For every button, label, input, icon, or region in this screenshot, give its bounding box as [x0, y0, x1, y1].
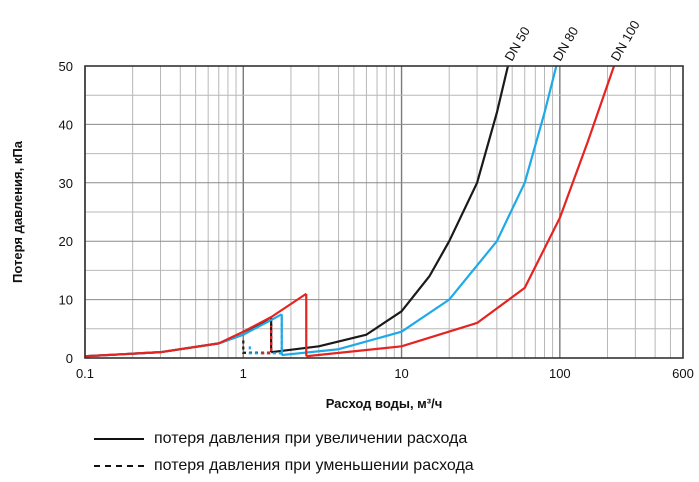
y-tick-label: 30 [59, 176, 73, 191]
x-tick-label: 100 [549, 366, 571, 381]
x-tick-label: 0.1 [76, 366, 94, 381]
pressure-loss-chart: DN 50 DN 80 DN 100 0.1 1 10 100 600 0 10 20 30 40 50… [10, 18, 694, 411]
x-tick-label: 10 [394, 366, 408, 381]
grid-lines [84, 66, 684, 358]
legend-solid-line-swatch [94, 438, 144, 440]
series-lines: DN 50 DN 80 DN 100 [84, 18, 643, 358]
legend-decreasing-label: потеря давления при уменьшении расхода [154, 457, 474, 474]
y-tick-label: 10 [59, 293, 73, 308]
y-tick-label: 50 [59, 59, 73, 74]
y-tick-label: 0 [66, 351, 73, 366]
series-dn100-increasing [84, 65, 616, 358]
legend-dashed-line-swatch [94, 465, 144, 467]
series-dn80-increasing [84, 65, 558, 358]
series-dn100-decreasing [261, 325, 273, 355]
legend-increasing-label: потеря давления при увеличении расхода [154, 430, 468, 447]
y-tick-label: 20 [59, 234, 73, 249]
series-dn50-increasing [84, 65, 510, 358]
legend-increasing: потеря давления при увеличении расхода [94, 430, 467, 448]
x-axis-title: Расход воды, м³/ч [326, 396, 443, 411]
y-axis-title: Потеря давления, кПа [10, 140, 25, 283]
x-tick-label: 1 [240, 366, 247, 381]
plot-border [84, 65, 684, 359]
y-tick-label: 40 [59, 117, 73, 132]
x-tick-label: 600 [672, 366, 694, 381]
tick-labels: 0.1 1 10 100 600 0 10 20 30 40 50 [59, 59, 694, 381]
series-label-dn80: DN 80 [550, 24, 581, 63]
series-label-dn100: DN 100 [608, 18, 643, 64]
series-label-dn50: DN 50 [502, 24, 533, 63]
legend-decreasing: потеря давления при уменьшении расхода [94, 457, 474, 475]
plot-frame [84, 65, 684, 359]
